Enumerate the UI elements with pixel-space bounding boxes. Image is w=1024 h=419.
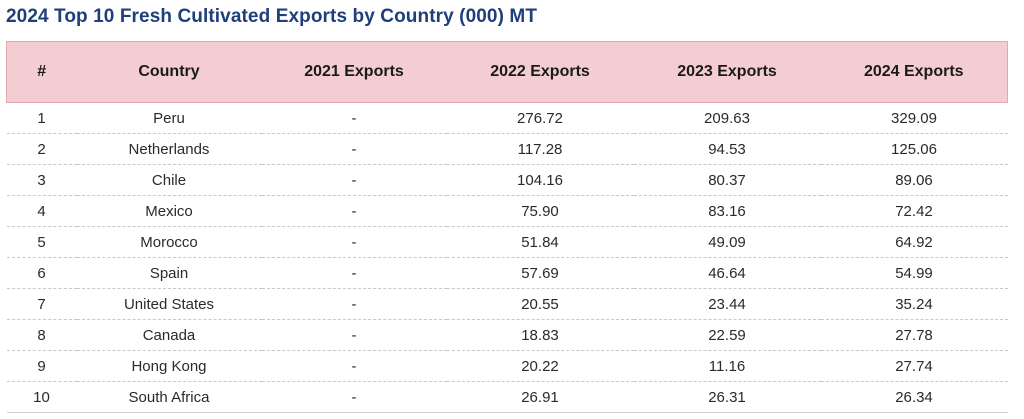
column-header-country: Country	[76, 41, 262, 103]
cell-exports-2024: 35.24	[820, 288, 1008, 320]
cell-rank: 4	[6, 195, 77, 227]
cell-exports-2023: 11.16	[633, 350, 821, 382]
cell-exports-2021: -	[261, 226, 447, 258]
cell-exports-2021: -	[261, 350, 447, 382]
cell-exports-2022: 57.69	[446, 257, 634, 289]
column-header-exports-2023: 2023 Exports	[633, 41, 821, 103]
cell-exports-2023: 49.09	[633, 226, 821, 258]
table-row: 4 Mexico -75.90 83.16 72.42	[6, 195, 1008, 227]
cell-country: United States	[76, 288, 262, 320]
table-header: # Country 2021 Exports 2022 Exports 2023 Exp…	[6, 41, 1008, 103]
table-body: 1 Peru -276.72 209.63 329.09 2 Netherlands -117…	[6, 102, 1008, 413]
cell-exports-2021: -	[261, 164, 447, 196]
cell-exports-2022: 51.84	[446, 226, 634, 258]
cell-exports-2024: 125.06	[820, 133, 1008, 165]
cell-exports-2023: 209.63	[633, 102, 821, 134]
cell-exports-2022: 104.16	[446, 164, 634, 196]
table-row: 5 Morocco -51.84 49.09 64.92	[6, 226, 1008, 258]
cell-country: Peru	[76, 102, 262, 134]
cell-exports-2023: 22.59	[633, 319, 821, 351]
table-row: 7 United States -20.55 23.44 35.24	[6, 288, 1008, 320]
cell-exports-2023: 23.44	[633, 288, 821, 320]
cell-rank: 5	[6, 226, 77, 258]
cell-exports-2021: -	[261, 102, 447, 134]
column-header-rank: #	[6, 41, 77, 103]
cell-exports-2021: -	[261, 257, 447, 289]
cell-country: Canada	[76, 319, 262, 351]
table-row: 3 Chile -104.16 80.37 89.06	[6, 164, 1008, 196]
cell-exports-2024: 89.06	[820, 164, 1008, 196]
column-header-exports-2022: 2022 Exports	[446, 41, 634, 103]
cell-exports-2021: -	[261, 288, 447, 320]
cell-exports-2021: -	[261, 133, 447, 165]
cell-exports-2022: 20.22	[446, 350, 634, 382]
cell-country: Spain	[76, 257, 262, 289]
cell-exports-2022: 18.83	[446, 319, 634, 351]
cell-exports-2022: 75.90	[446, 195, 634, 227]
cell-exports-2022: 276.72	[446, 102, 634, 134]
column-header-exports-2024: 2024 Exports	[820, 41, 1008, 103]
table-row: 2 Netherlands -117.28 94.53 125.06	[6, 133, 1008, 165]
cell-rank: 10	[6, 381, 77, 413]
cell-exports-2023: 80.37	[633, 164, 821, 196]
cell-exports-2021: -	[261, 195, 447, 227]
exports-table: # Country 2021 Exports 2022 Exports 2023 Exp…	[6, 41, 1008, 413]
cell-exports-2024: 26.34	[820, 381, 1008, 413]
column-header-exports-2021: 2021 Exports	[261, 41, 447, 103]
cell-exports-2023: 94.53	[633, 133, 821, 165]
cell-exports-2023: 26.31	[633, 381, 821, 413]
cell-rank: 9	[6, 350, 77, 382]
header-row: # Country 2021 Exports 2022 Exports 2023 Exp…	[6, 41, 1008, 103]
cell-exports-2022: 117.28	[446, 133, 634, 165]
exports-table-container: # Country 2021 Exports 2022 Exports 2023 Exp…	[6, 41, 1008, 413]
cell-country: Netherlands	[76, 133, 262, 165]
cell-exports-2024: 64.92	[820, 226, 1008, 258]
cell-exports-2024: 72.42	[820, 195, 1008, 227]
cell-exports-2024: 54.99	[820, 257, 1008, 289]
table-row: 6 Spain -57.69 46.64 54.99	[6, 257, 1008, 289]
cell-country: Mexico	[76, 195, 262, 227]
cell-rank: 2	[6, 133, 77, 165]
cell-exports-2023: 46.64	[633, 257, 821, 289]
cell-country: Hong Kong	[76, 350, 262, 382]
cell-rank: 7	[6, 288, 77, 320]
table-row: 8 Canada -18.83 22.59 27.78	[6, 319, 1008, 351]
cell-country: Chile	[76, 164, 262, 196]
cell-country: South Africa	[76, 381, 262, 413]
cell-exports-2024: 27.78	[820, 319, 1008, 351]
cell-exports-2022: 20.55	[446, 288, 634, 320]
cell-rank: 6	[6, 257, 77, 289]
table-row: 1 Peru -276.72 209.63 329.09	[6, 102, 1008, 134]
cell-exports-2023: 83.16	[633, 195, 821, 227]
cell-exports-2021: -	[261, 381, 447, 413]
table-row: 9 Hong Kong -20.22 11.16 27.74	[6, 350, 1008, 382]
table-row: 10 South Africa -26.91 26.31 26.34	[6, 381, 1008, 413]
table-title: 2024 Top 10 Fresh Cultivated Exports by …	[6, 6, 538, 27]
cell-rank: 8	[6, 319, 77, 351]
cell-exports-2024: 329.09	[820, 102, 1008, 134]
cell-exports-2022: 26.91	[446, 381, 634, 413]
cell-rank: 1	[6, 102, 77, 134]
cell-country: Morocco	[76, 226, 262, 258]
cell-exports-2024: 27.74	[820, 350, 1008, 382]
cell-exports-2021: -	[261, 319, 447, 351]
cell-rank: 3	[6, 164, 77, 196]
